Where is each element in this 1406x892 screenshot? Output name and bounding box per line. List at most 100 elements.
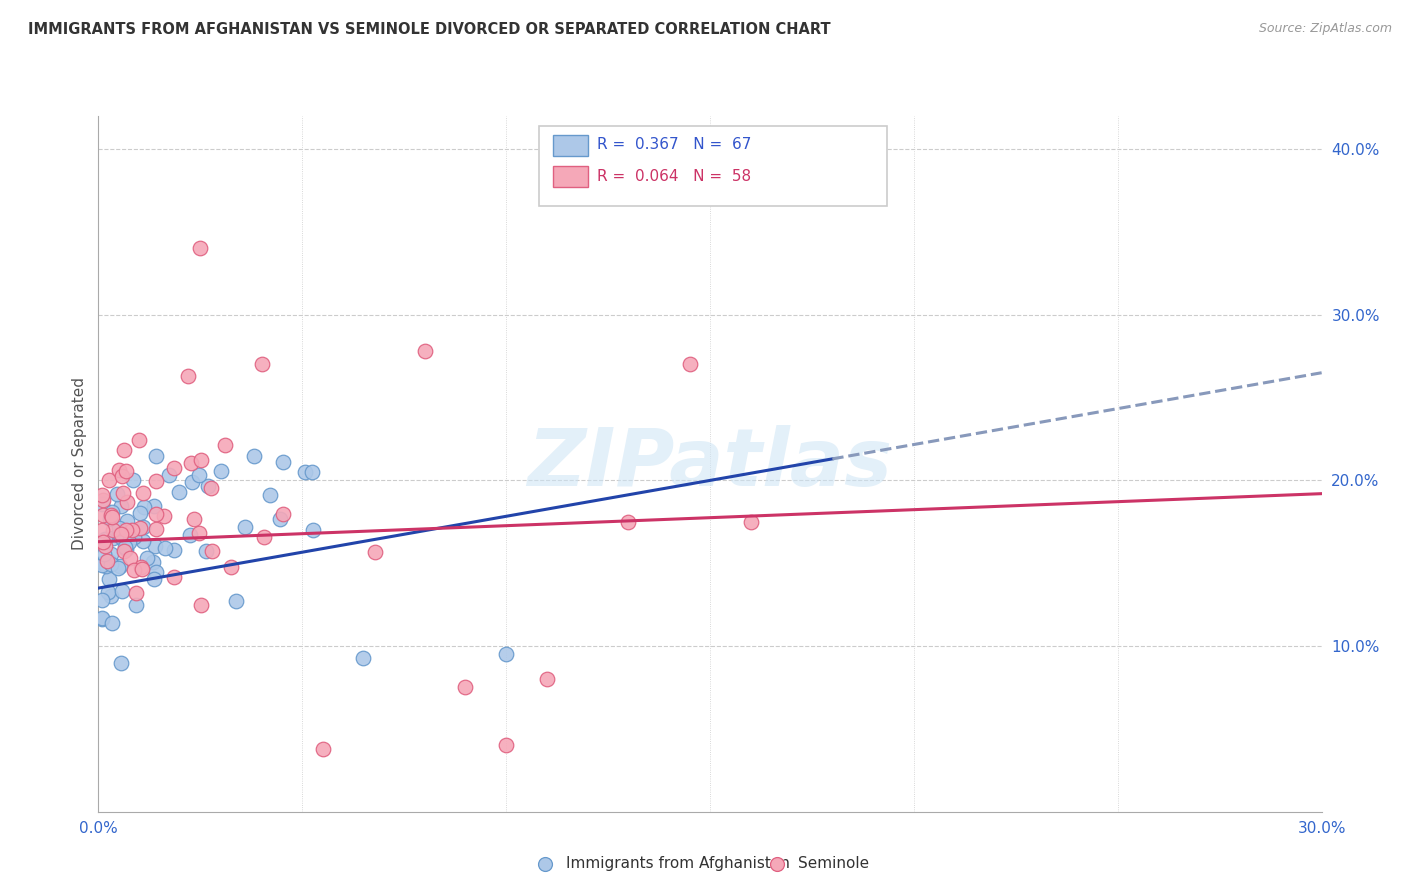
Point bbox=[259, 488, 281, 502]
Point bbox=[145, 474, 167, 488]
Point bbox=[91, 493, 114, 508]
Point bbox=[740, 515, 762, 529]
Point bbox=[101, 531, 124, 545]
Point bbox=[188, 526, 211, 541]
Point bbox=[617, 515, 640, 529]
Point bbox=[152, 509, 174, 524]
Point bbox=[243, 449, 266, 463]
Point bbox=[111, 469, 134, 483]
Point bbox=[97, 572, 120, 586]
Bar bbox=[554, 166, 588, 187]
Point bbox=[110, 500, 132, 514]
Point bbox=[163, 543, 186, 558]
Point bbox=[101, 523, 124, 537]
Point bbox=[131, 560, 153, 574]
Point bbox=[96, 554, 118, 568]
Point bbox=[97, 585, 120, 599]
Text: R =  0.367   N =  67: R = 0.367 N = 67 bbox=[598, 137, 752, 152]
Point bbox=[120, 550, 142, 565]
Point bbox=[97, 554, 120, 568]
Point bbox=[163, 461, 186, 475]
Point bbox=[101, 505, 124, 519]
Point bbox=[201, 544, 224, 558]
Point bbox=[679, 358, 702, 372]
Point bbox=[183, 511, 205, 525]
Point bbox=[145, 522, 167, 536]
Bar bbox=[538, 127, 887, 206]
Point bbox=[188, 242, 212, 256]
Text: R =  0.064   N =  58: R = 0.064 N = 58 bbox=[598, 169, 752, 184]
Point bbox=[135, 550, 157, 565]
Point bbox=[100, 589, 122, 603]
Text: Source: ZipAtlas.com: Source: ZipAtlas.com bbox=[1258, 22, 1392, 36]
Point bbox=[101, 509, 124, 524]
Point bbox=[91, 497, 114, 511]
Point bbox=[122, 473, 145, 487]
Point bbox=[91, 558, 114, 573]
Point bbox=[143, 572, 166, 586]
Point bbox=[107, 521, 129, 535]
Point bbox=[112, 442, 135, 457]
Point bbox=[167, 485, 190, 500]
Point bbox=[114, 464, 136, 478]
Point bbox=[128, 433, 150, 447]
Point bbox=[117, 495, 139, 509]
Point bbox=[233, 520, 256, 534]
Point bbox=[163, 569, 186, 583]
Point bbox=[100, 616, 122, 631]
Point bbox=[179, 528, 201, 542]
Point bbox=[108, 527, 131, 541]
Point bbox=[253, 530, 276, 544]
Point bbox=[214, 438, 236, 452]
Point bbox=[129, 520, 152, 534]
Point bbox=[153, 541, 176, 555]
Text: Immigrants from Afghanistan: Immigrants from Afghanistan bbox=[565, 856, 790, 871]
Point bbox=[115, 542, 138, 557]
Point bbox=[271, 455, 294, 469]
Text: ZIPatlas: ZIPatlas bbox=[527, 425, 893, 503]
Point bbox=[110, 530, 132, 544]
Point bbox=[142, 555, 165, 569]
Point bbox=[132, 500, 155, 514]
Point bbox=[250, 358, 273, 372]
Point bbox=[190, 599, 212, 613]
Point bbox=[143, 499, 166, 513]
Point bbox=[107, 463, 129, 477]
Point bbox=[131, 486, 153, 500]
Point bbox=[294, 465, 316, 479]
Point bbox=[495, 648, 517, 662]
Point bbox=[111, 583, 134, 598]
Point bbox=[145, 565, 167, 579]
Point bbox=[131, 533, 153, 548]
Point bbox=[352, 650, 374, 665]
Point bbox=[105, 487, 128, 501]
Point bbox=[301, 465, 323, 479]
Point bbox=[364, 545, 387, 559]
Point bbox=[112, 543, 135, 558]
Point bbox=[536, 672, 558, 686]
Point bbox=[114, 540, 136, 554]
Point bbox=[98, 512, 121, 526]
Point bbox=[91, 508, 114, 523]
Point bbox=[107, 561, 129, 575]
Point bbox=[157, 467, 180, 482]
Point bbox=[91, 612, 114, 626]
Point bbox=[209, 464, 232, 478]
Point bbox=[143, 539, 166, 553]
Point bbox=[225, 594, 247, 608]
Point bbox=[495, 739, 517, 753]
Point bbox=[413, 344, 436, 359]
Point bbox=[190, 453, 212, 467]
Y-axis label: Divorced or Separated: Divorced or Separated bbox=[72, 377, 87, 550]
Point bbox=[180, 456, 202, 470]
Point bbox=[111, 486, 134, 500]
Point bbox=[93, 547, 115, 561]
Point bbox=[91, 593, 114, 607]
Point bbox=[94, 540, 117, 554]
Point bbox=[312, 741, 335, 756]
Point bbox=[115, 514, 138, 528]
Point bbox=[121, 523, 143, 537]
Point bbox=[132, 519, 155, 533]
Point bbox=[271, 508, 294, 522]
Point bbox=[98, 474, 121, 488]
